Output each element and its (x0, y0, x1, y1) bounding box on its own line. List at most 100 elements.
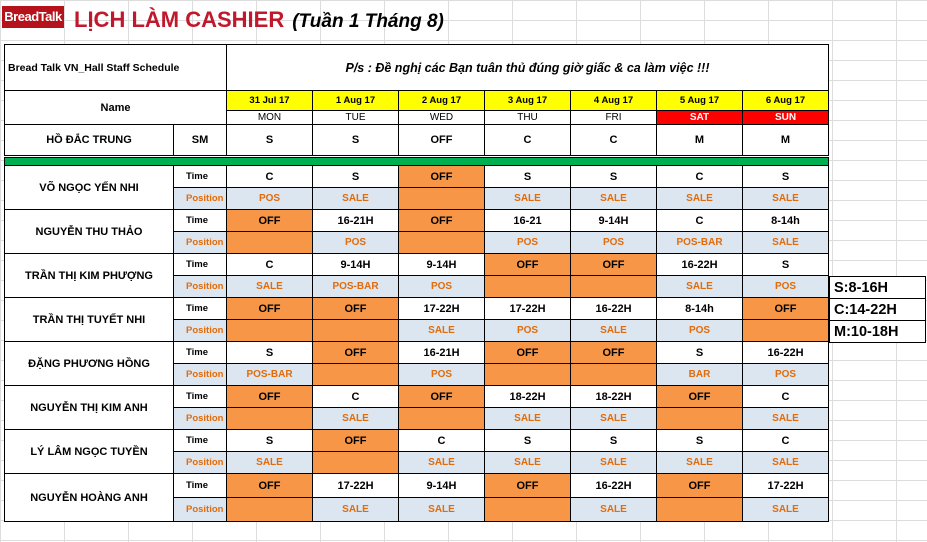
staff-name[interactable]: NGUYỄN HOÀNG ANH (4, 473, 174, 522)
time-cell[interactable]: S (570, 165, 657, 188)
staff-name[interactable]: VÕ NGỌC YẾN NHI (4, 165, 174, 210)
manager-role[interactable]: SM (173, 124, 227, 157)
position-cell[interactable]: SALE (312, 407, 399, 430)
time-label[interactable]: Time (173, 429, 227, 452)
position-cell[interactable]: SALE (656, 187, 743, 210)
position-cell[interactable]: SALE (570, 319, 657, 342)
time-cell[interactable]: C (656, 165, 743, 188)
position-cell[interactable] (398, 187, 485, 210)
weekday-header[interactable]: SAT (656, 110, 743, 125)
position-cell[interactable]: SALE (570, 407, 657, 430)
position-cell[interactable]: POS-BAR (226, 363, 313, 386)
weekday-header[interactable]: THU (484, 110, 571, 125)
time-cell[interactable]: OFF (484, 341, 571, 364)
position-cell[interactable]: SALE (742, 451, 829, 474)
time-cell[interactable]: OFF (226, 297, 313, 320)
staff-name[interactable]: NGUYỄN THỊ KIM ANH (4, 385, 174, 430)
time-cell[interactable]: S (656, 429, 743, 452)
time-cell[interactable]: C (398, 429, 485, 452)
time-cell[interactable]: 16-22H (570, 473, 657, 498)
manager-shift-cell[interactable]: S (226, 124, 313, 157)
time-cell[interactable]: OFF (398, 385, 485, 408)
time-cell[interactable]: S (312, 165, 399, 188)
manager-shift-cell[interactable]: S (312, 124, 399, 157)
staff-name[interactable]: LÝ LÂM NGỌC TUYỀN (4, 429, 174, 474)
weekday-header[interactable]: WED (398, 110, 485, 125)
time-cell[interactable]: OFF (570, 253, 657, 276)
position-cell[interactable]: SALE (398, 451, 485, 474)
time-cell[interactable]: 9-14H (570, 209, 657, 232)
position-label[interactable]: Position (173, 407, 227, 430)
legend-shift-s[interactable]: S:8-16H (829, 276, 926, 299)
time-cell[interactable]: OFF (484, 473, 571, 498)
position-cell[interactable]: POS (484, 319, 571, 342)
weekday-header[interactable]: SUN (742, 110, 829, 125)
time-cell[interactable]: 16-21H (398, 341, 485, 364)
time-cell[interactable]: OFF (398, 165, 485, 188)
position-label[interactable]: Position (173, 451, 227, 474)
time-cell[interactable]: OFF (656, 385, 743, 408)
position-label[interactable]: Position (173, 187, 227, 210)
staff-name[interactable]: NGUYỄN THU THẢO (4, 209, 174, 254)
position-cell[interactable] (312, 319, 399, 342)
position-cell[interactable]: POS (398, 275, 485, 298)
position-cell[interactable]: SALE (742, 497, 829, 522)
date-header[interactable]: 4 Aug 17 (570, 90, 657, 111)
org-label-cell[interactable]: Bread Talk VN_Hall Staff Schedule (4, 44, 227, 91)
time-cell[interactable]: OFF (656, 473, 743, 498)
position-cell[interactable] (398, 231, 485, 254)
position-cell[interactable] (226, 231, 313, 254)
time-label[interactable]: Time (173, 209, 227, 232)
position-label[interactable]: Position (173, 275, 227, 298)
date-header[interactable]: 6 Aug 17 (742, 90, 829, 111)
position-cell[interactable]: SALE (742, 187, 829, 210)
position-cell[interactable] (226, 497, 313, 522)
position-cell[interactable] (226, 407, 313, 430)
position-cell[interactable]: POS (742, 275, 829, 298)
position-cell[interactable]: POS (656, 319, 743, 342)
time-cell[interactable]: 17-22H (312, 473, 399, 498)
time-cell[interactable]: OFF (312, 429, 399, 452)
time-cell[interactable]: 9-14H (312, 253, 399, 276)
position-cell[interactable]: POS (484, 231, 571, 254)
position-label[interactable]: Position (173, 363, 227, 386)
position-cell[interactable]: SALE (570, 497, 657, 522)
time-cell[interactable]: 18-22H (484, 385, 571, 408)
position-cell[interactable]: SALE (742, 231, 829, 254)
date-header[interactable]: 5 Aug 17 (656, 90, 743, 111)
time-cell[interactable]: C (656, 209, 743, 232)
time-cell[interactable]: C (742, 429, 829, 452)
time-cell[interactable]: S (570, 429, 657, 452)
manager-shift-cell[interactable]: C (484, 124, 571, 157)
position-cell[interactable] (312, 363, 399, 386)
time-cell[interactable]: S (742, 165, 829, 188)
position-cell[interactable]: POS (312, 231, 399, 254)
position-cell[interactable] (570, 275, 657, 298)
position-cell[interactable] (484, 363, 571, 386)
time-label[interactable]: Time (173, 297, 227, 320)
position-cell[interactable]: SALE (312, 497, 399, 522)
time-cell[interactable]: C (742, 385, 829, 408)
time-label[interactable]: Time (173, 341, 227, 364)
date-header[interactable]: 31 Jul 17 (226, 90, 313, 111)
staff-name[interactable]: ĐẶNG PHƯƠNG HỒNG (4, 341, 174, 386)
time-cell[interactable]: 17-22H (398, 297, 485, 320)
time-cell[interactable]: 17-22H (484, 297, 571, 320)
position-cell[interactable]: SALE (484, 187, 571, 210)
time-cell[interactable]: 8-14h (656, 297, 743, 320)
time-cell[interactable]: C (312, 385, 399, 408)
position-cell[interactable]: POS (398, 363, 485, 386)
position-cell[interactable] (226, 319, 313, 342)
time-cell[interactable]: 16-22H (742, 341, 829, 364)
position-cell[interactable]: POS (226, 187, 313, 210)
legend-shift-m[interactable]: M:10-18H (829, 320, 926, 343)
weekday-header[interactable]: TUE (312, 110, 399, 125)
manager-shift-cell[interactable]: C (570, 124, 657, 157)
date-header[interactable]: 2 Aug 17 (398, 90, 485, 111)
position-cell[interactable] (656, 497, 743, 522)
time-cell[interactable]: 18-22H (570, 385, 657, 408)
staff-name[interactable]: TRẦN THỊ KIM PHƯỢNG (4, 253, 174, 298)
time-cell[interactable]: 16-21H (312, 209, 399, 232)
position-cell[interactable]: POS (742, 363, 829, 386)
time-cell[interactable]: OFF (226, 385, 313, 408)
